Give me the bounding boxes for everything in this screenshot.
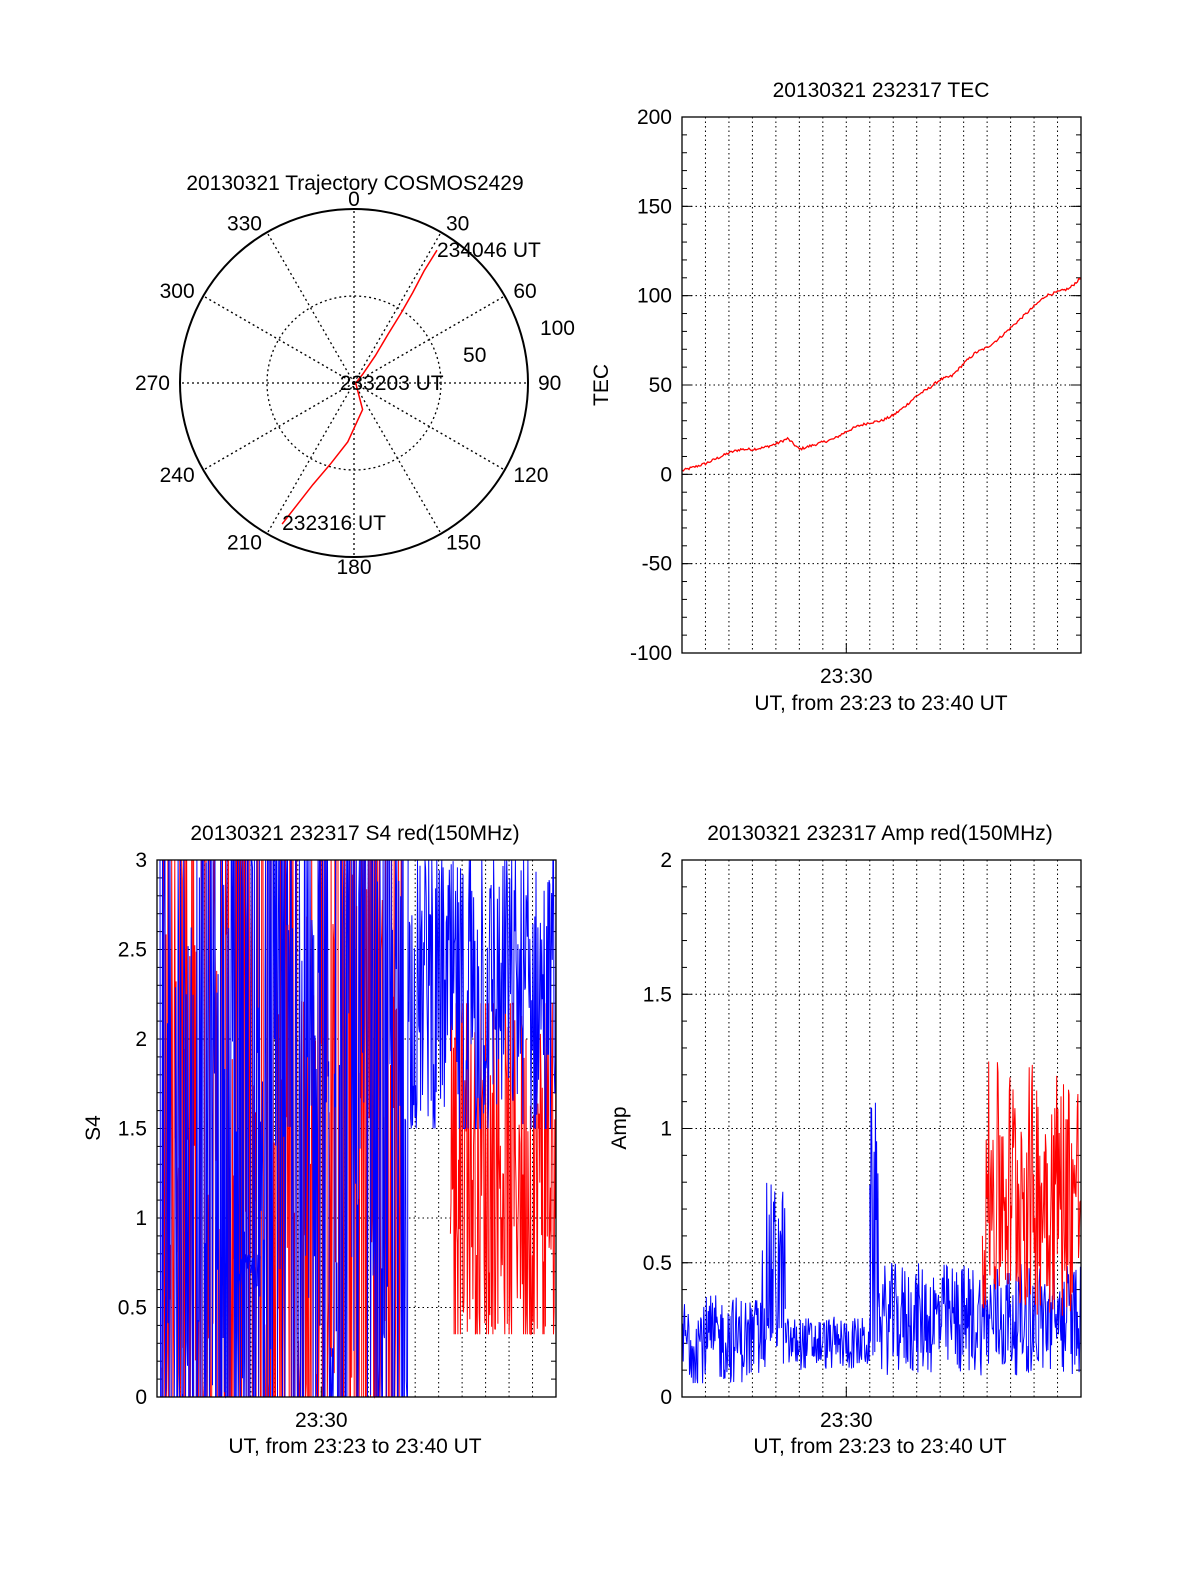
tec-ytick-label: -100 [630, 642, 672, 665]
tec-ylabel: TEC [590, 364, 613, 406]
polar-spoke [202, 295, 355, 384]
tec-ytick-label: 150 [637, 195, 672, 218]
polar-spoke [353, 231, 442, 384]
polar-azimuth-label: 150 [446, 531, 481, 554]
polar-spoke [266, 382, 355, 535]
tec-ytick-label: 50 [649, 374, 672, 397]
amp-ytick-label: 1.5 [643, 983, 672, 1006]
polar-azimuth-label: 210 [227, 531, 262, 554]
amp-panel: 20130321 232317 Amp red(150MHz) Amp UT, … [608, 822, 1082, 1458]
polar-trajectory-panel: 20130321 Trajectory COSMOS2429 0 30 60 90 12… [135, 172, 575, 579]
s4-ytick-label: 0 [135, 1386, 147, 1409]
s4-ytick-label: 3 [135, 849, 147, 872]
tec-ytick-label: -50 [642, 553, 672, 576]
tec-xtick-label: 23:30 [820, 665, 873, 688]
polar-spoke [353, 382, 442, 535]
amp-title: 20130321 232317 Amp red(150MHz) [707, 822, 1053, 845]
polar-azimuth-label: 240 [160, 464, 195, 487]
polar-spoke [353, 295, 506, 384]
s4-xtick-label: 23:30 [295, 1409, 348, 1432]
s4-ytick-label: 1 [135, 1207, 147, 1230]
trajectory-time-label: 234046 UT [437, 239, 541, 262]
amp-series-line [761, 1182, 786, 1368]
s4-ytick-label: 2 [135, 1028, 147, 1051]
polar-azimuth-label: 330 [227, 213, 262, 236]
s4-title: 20130321 232317 S4 red(150MHz) [190, 822, 519, 845]
trajectory-time-label: 233203 UT [340, 372, 444, 395]
trajectory-time-label: 232316 UT [282, 512, 386, 535]
trajectory-line [281, 249, 438, 525]
tec-ytick-label: 100 [637, 285, 672, 308]
amp-xtick-label: 23:30 [820, 1409, 873, 1432]
s4-xlabel: UT, from 23:23 to 23:40 UT [228, 1435, 481, 1458]
polar-outer-ring [179, 208, 529, 558]
polar-azimuth-label: 180 [336, 556, 371, 579]
tec-series-line [681, 277, 1082, 472]
tec-title: 20130321 232317 TEC [773, 79, 990, 102]
amp-ytick-label: 0 [660, 1386, 672, 1409]
polar-radial-label: 50 [463, 344, 486, 367]
polar-azimuth-label: 30 [446, 213, 469, 236]
s4-panel: 20130321 232317 S4 red(150MHz) S4 UT, fr… [82, 822, 557, 1458]
polar-spoke [202, 382, 355, 471]
s4-series-line [449, 1002, 557, 1336]
polar-title: 20130321 Trajectory COSMOS2429 [186, 172, 523, 195]
s4-plot-frame [156, 859, 557, 1398]
amp-series-line [784, 1316, 871, 1370]
amp-series-line [878, 1262, 1082, 1376]
s4-ytick-label: 0.5 [118, 1297, 147, 1320]
polar-azimuth-label: 120 [513, 464, 548, 487]
s4-series-line [236, 1254, 261, 1290]
tec-xlabel: UT, from 23:23 to 23:40 UT [754, 692, 1007, 715]
polar-azimuth-label: 90 [538, 372, 561, 395]
amp-plot-frame [681, 859, 1082, 1398]
tec-ytick-label: 200 [637, 106, 672, 129]
tec-panel: 20130321 232317 TEC TEC UT, from 23:23 t… [590, 79, 1082, 715]
s4-ylabel: S4 [82, 1115, 105, 1141]
amp-xlabel: UT, from 23:23 to 23:40 UT [753, 1435, 1006, 1458]
polar-azimuth-label: 60 [513, 280, 536, 303]
amp-ytick-label: 0.5 [643, 1252, 672, 1275]
polar-spoke [266, 231, 355, 384]
amp-ytick-label: 2 [660, 849, 672, 872]
s4-ytick-label: 1.5 [118, 1118, 147, 1141]
amp-ytick-label: 1 [660, 1118, 672, 1141]
polar-azimuth-label: 0 [348, 188, 360, 211]
amp-series-group [681, 1061, 1082, 1384]
tec-plot-frame [681, 116, 1082, 654]
amp-series-line [869, 1102, 880, 1356]
amp-ylabel: Amp [608, 1106, 631, 1149]
s4-series-line [407, 859, 557, 1129]
polar-azimuth-label: 300 [160, 280, 195, 303]
polar-spoke [353, 382, 506, 471]
s4-series-group [159, 859, 557, 1399]
amp-series-line [681, 1295, 763, 1384]
s4-ytick-label: 2.5 [118, 939, 147, 962]
polar-azimuth-label: 270 [135, 372, 170, 395]
s4-series-line [159, 859, 409, 1399]
amp-series-line [981, 1061, 1082, 1316]
tec-series-group [681, 277, 1082, 472]
tec-ytick-label: 0 [660, 463, 672, 486]
polar-radial-label: 100 [540, 317, 575, 340]
